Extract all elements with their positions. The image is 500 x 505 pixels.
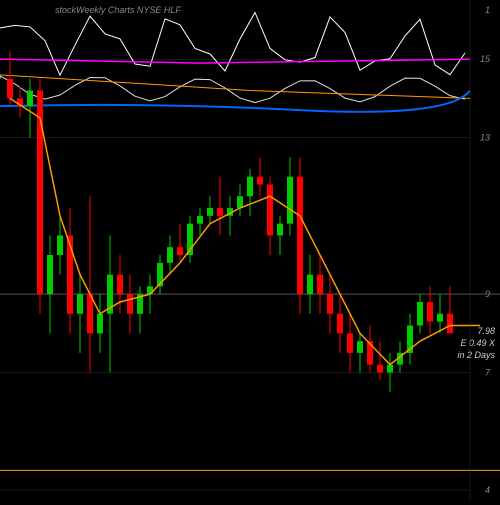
svg-text:13: 13	[480, 133, 490, 143]
svg-text:7.98: 7.98	[477, 326, 495, 336]
svg-text:E 0.49 X: E 0.49 X	[460, 338, 496, 348]
chart-title: stockWeekly Charts NYSE HLF	[55, 5, 181, 15]
svg-text:7: 7	[485, 368, 491, 378]
stock-chart: 47913157.98E 0.49 Xin 2 Days stockWeekly…	[0, 0, 500, 500]
svg-text:in 2 Days: in 2 Days	[457, 350, 495, 360]
chart-canvas: 47913157.98E 0.49 Xin 2 Days	[0, 0, 500, 500]
svg-text:15: 15	[480, 54, 491, 64]
svg-text:4: 4	[485, 485, 490, 495]
chart-page: 1	[485, 5, 490, 15]
